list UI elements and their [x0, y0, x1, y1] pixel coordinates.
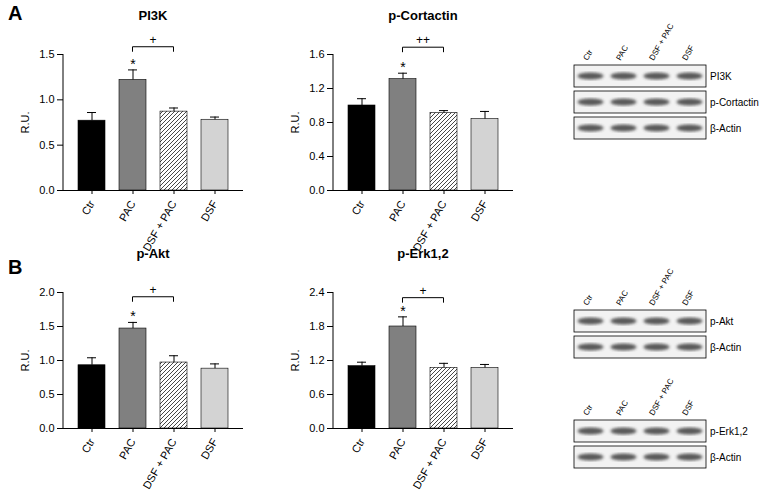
svg-text:DSF: DSF: [680, 44, 696, 62]
svg-text:DSF: DSF: [198, 198, 220, 223]
svg-text:0.0: 0.0: [39, 422, 54, 434]
svg-text:DSF + PAC: DSF + PAC: [140, 436, 179, 491]
svg-text:β-Actin: β-Actin: [710, 342, 741, 353]
svg-text:1.5: 1.5: [39, 320, 54, 332]
svg-text:+: +: [149, 283, 156, 297]
svg-text:0.0: 0.0: [39, 184, 54, 196]
svg-text:PAC: PAC: [614, 289, 630, 307]
svg-text:+: +: [419, 284, 426, 298]
svg-text:2.4: 2.4: [309, 286, 324, 298]
svg-text:DSF: DSF: [680, 399, 696, 417]
svg-text:*: *: [130, 308, 136, 324]
svg-text:DSF: DSF: [680, 289, 696, 307]
svg-text:*: *: [400, 303, 406, 319]
svg-text:DSF + PAC: DSF + PAC: [410, 436, 449, 491]
svg-text:R.U.: R.U.: [289, 112, 301, 134]
svg-text:β-Actin: β-Actin: [710, 452, 741, 463]
svg-text:0.0: 0.0: [309, 184, 324, 196]
svg-text:R.U.: R.U.: [19, 112, 31, 134]
svg-text:DSF + PAC: DSF + PAC: [647, 267, 675, 307]
svg-text:R.U.: R.U.: [19, 350, 31, 372]
svg-text:1.8: 1.8: [309, 320, 324, 332]
svg-text:+: +: [149, 33, 156, 47]
svg-text:PAC: PAC: [614, 44, 630, 62]
svg-text:DSF + PAC: DSF + PAC: [410, 198, 449, 253]
svg-text:PI3K: PI3K: [710, 71, 732, 82]
svg-text:0.6: 0.6: [309, 388, 324, 400]
svg-text:*: *: [400, 59, 406, 75]
svg-text:Ctr: Ctr: [581, 403, 594, 417]
svg-text:*: *: [130, 56, 136, 72]
svg-text:PAC: PAC: [116, 198, 137, 223]
svg-text:DSF + PAC: DSF + PAC: [647, 22, 675, 62]
svg-text:Ctr: Ctr: [79, 436, 97, 455]
svg-text:DSF: DSF: [468, 436, 490, 461]
svg-text:0.0: 0.0: [309, 422, 324, 434]
svg-text:1.2: 1.2: [309, 82, 324, 94]
svg-text:Ctr: Ctr: [349, 198, 367, 217]
svg-text:2.0: 2.0: [39, 286, 54, 298]
svg-text:1.5: 1.5: [39, 48, 54, 60]
svg-text:DSF: DSF: [198, 436, 220, 461]
svg-text:0.5: 0.5: [39, 388, 54, 400]
svg-text:DSF + PAC: DSF + PAC: [647, 377, 675, 417]
svg-text:1.6: 1.6: [309, 48, 324, 60]
svg-text:PAC: PAC: [614, 399, 630, 417]
svg-text:Ctr: Ctr: [581, 48, 594, 62]
svg-text:β-Actin: β-Actin: [710, 123, 741, 134]
svg-text:++: ++: [416, 33, 430, 47]
svg-text:0.4: 0.4: [309, 150, 324, 162]
svg-text:DSF + PAC: DSF + PAC: [140, 198, 179, 253]
svg-text:PAC: PAC: [116, 436, 137, 461]
svg-text:1.0: 1.0: [39, 93, 54, 105]
svg-text:PAC: PAC: [386, 436, 407, 461]
svg-text:p-Cortactin: p-Cortactin: [710, 97, 759, 108]
svg-text:0.5: 0.5: [39, 139, 54, 151]
svg-text:Ctr: Ctr: [349, 436, 367, 455]
svg-text:p-Erk1,2: p-Erk1,2: [710, 426, 748, 437]
svg-text:1.2: 1.2: [309, 354, 324, 366]
svg-text:0.8: 0.8: [309, 116, 324, 128]
svg-text:p-Akt: p-Akt: [710, 316, 734, 327]
svg-text:DSF: DSF: [468, 198, 490, 223]
svg-text:Ctr: Ctr: [581, 293, 594, 307]
svg-text:1.0: 1.0: [39, 354, 54, 366]
svg-text:Ctr: Ctr: [79, 198, 97, 217]
svg-text:R.U.: R.U.: [289, 350, 301, 372]
svg-text:PAC: PAC: [386, 198, 407, 223]
